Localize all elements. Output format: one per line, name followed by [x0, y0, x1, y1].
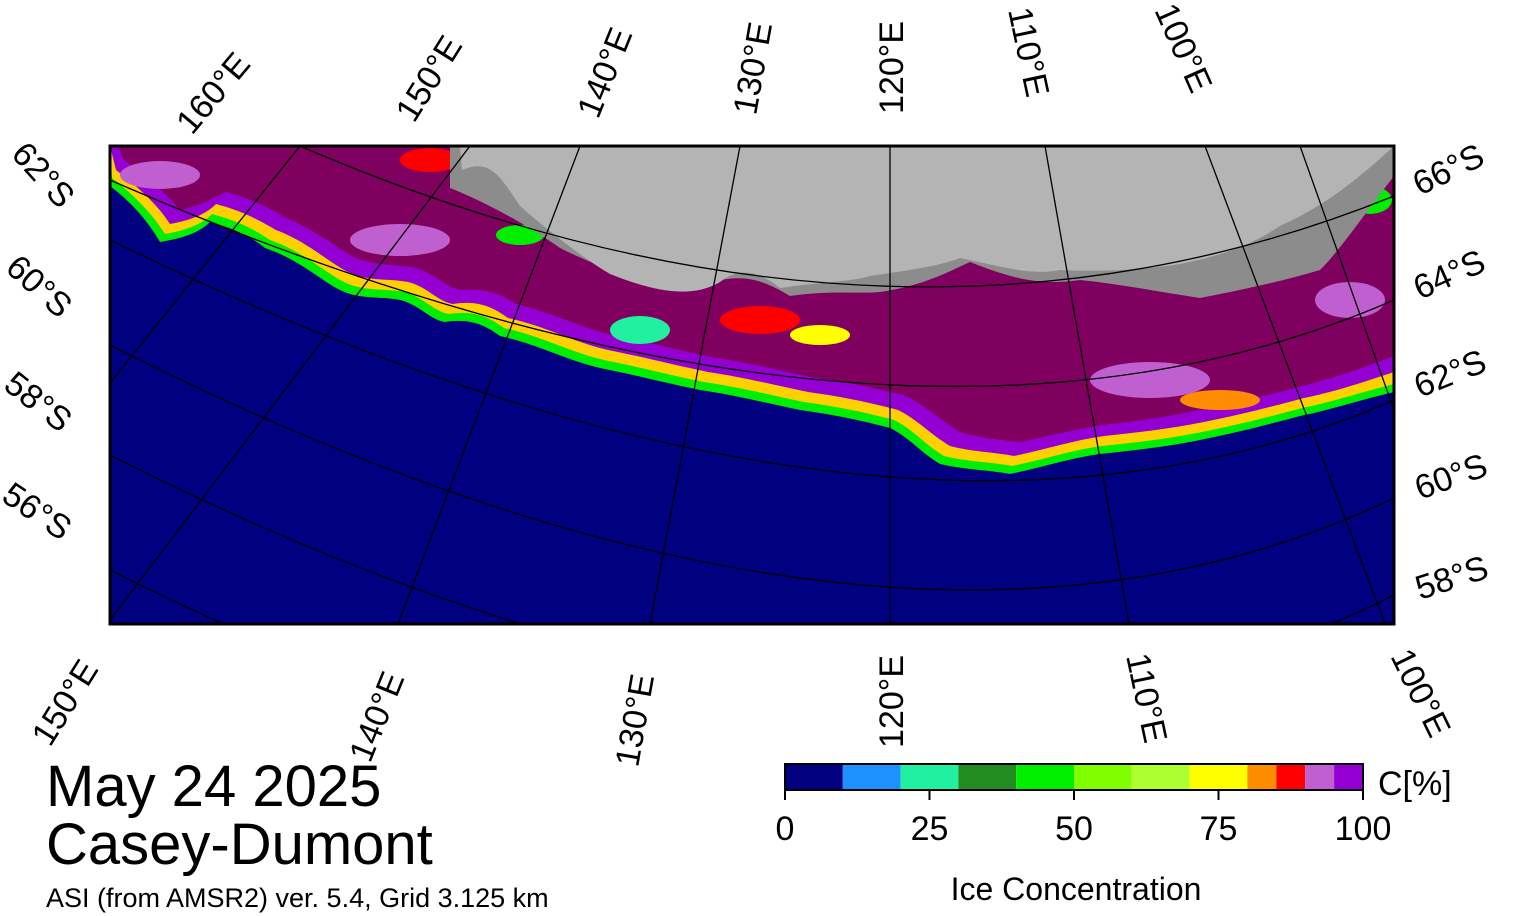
- colorbar-tick-label: 25: [911, 810, 949, 848]
- colorbar: 0 25 50 75 100 C[%] Ice Concentration: [776, 763, 1452, 907]
- graticule-meridians: [110, 146, 1394, 624]
- bottom-lon-label: 130°E: [608, 671, 662, 769]
- left-lat-label: 56°S: [0, 475, 78, 548]
- graticule-parallels: [110, 146, 1394, 624]
- colorbar-swatch: [1131, 764, 1190, 790]
- bottom-longitude-labels: 150°E 140°E 130°E 120°E 110°E 100°E: [25, 643, 1458, 770]
- right-latitude-labels: 66°S 64°S 62°S 60°S 58°S: [1407, 137, 1493, 608]
- right-lat-label: 64°S: [1408, 242, 1491, 307]
- region-name: Casey-Dumont: [46, 812, 433, 877]
- colorbar-swatch: [1247, 764, 1277, 790]
- colorbar-swatch: [1305, 764, 1335, 790]
- top-lon-label: 140°E: [570, 23, 640, 123]
- colorbar-swatch: [900, 764, 959, 790]
- top-longitude-labels: 160°E 150°E 140°E 130°E 120°E 110°E 100°…: [169, 0, 1219, 141]
- colorbar-title: Ice Concentration: [951, 871, 1202, 907]
- right-lat-label: 60°S: [1410, 446, 1493, 507]
- left-lat-label: 62°S: [4, 135, 82, 215]
- colorbar-swatch: [1016, 764, 1074, 790]
- left-lat-label: 58°S: [0, 364, 79, 440]
- colorbar-swatch: [1074, 764, 1132, 790]
- map-frame: [108, 144, 1396, 626]
- colorbar-tick-label: 75: [1200, 810, 1238, 848]
- bottom-lon-label: 100°E: [1383, 643, 1458, 743]
- colorbar-swatches: [785, 764, 1363, 790]
- colorbar-swatch: [1334, 764, 1363, 790]
- right-lat-label: 66°S: [1407, 137, 1490, 204]
- product-info: ASI (from AMSR2) ver. 5.4, Grid 3.125 km: [46, 883, 549, 913]
- colorbar-ticks: 0 25 50 75 100: [776, 790, 1392, 848]
- map-date: May 24 2025: [46, 754, 381, 819]
- antarctic-land: [460, 146, 1394, 292]
- colorbar-swatch: [842, 764, 901, 790]
- colorbar-swatch: [1189, 764, 1248, 790]
- right-lat-label: 62°S: [1409, 342, 1492, 405]
- colorbar-swatch: [1276, 764, 1306, 790]
- sea-ice-patches: [120, 148, 1392, 410]
- bottom-lon-label: 120°E: [873, 655, 911, 748]
- top-lon-label: 110°E: [1000, 4, 1056, 100]
- right-lat-label: 58°S: [1411, 549, 1493, 608]
- map-panel: [110, 146, 1394, 624]
- top-lon-label: 130°E: [726, 19, 780, 117]
- left-lat-label: 60°S: [0, 248, 79, 326]
- bottom-lon-label: 110°E: [1118, 650, 1174, 746]
- colorbar-unit: C[%]: [1378, 765, 1452, 803]
- bottom-lon-label: 140°E: [342, 667, 412, 767]
- colorbar-swatch: [785, 764, 843, 790]
- left-latitude-labels: 62°S 60°S 58°S 56°S: [0, 135, 82, 548]
- colorbar-tick-label: 50: [1055, 810, 1093, 848]
- colorbar-swatch: [958, 764, 1017, 790]
- bottom-lon-label: 150°E: [25, 653, 107, 752]
- colorbar-tick-label: 0: [776, 810, 795, 848]
- top-lon-label: 120°E: [873, 21, 911, 114]
- colorbar-tick-label: 100: [1335, 810, 1392, 848]
- top-lon-label: 150°E: [389, 29, 471, 128]
- top-lon-label: 100°E: [1147, 0, 1220, 98]
- top-lon-label: 160°E: [169, 45, 258, 141]
